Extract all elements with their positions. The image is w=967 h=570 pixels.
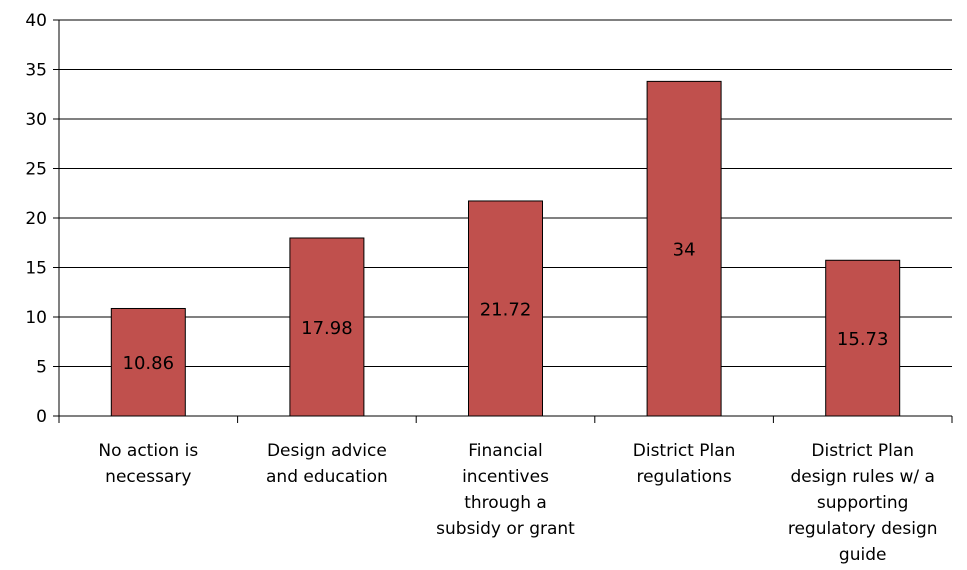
- y-tick-label: 10: [25, 308, 47, 328]
- y-tick-label: 0: [36, 407, 47, 427]
- data-label: 17.98: [301, 318, 353, 339]
- data-label: 10.86: [123, 353, 175, 374]
- data-label: 34: [673, 240, 696, 261]
- data-label: 15.73: [837, 329, 889, 350]
- bar: [646, 80, 722, 417]
- y-tick-label: 5: [36, 358, 47, 378]
- x-category-label: Design advice and education: [266, 441, 388, 487]
- bar: [468, 200, 543, 417]
- data-labels: 10.86 17.98 21.72 34 15.73: [123, 240, 889, 375]
- data-label: 21.72: [480, 299, 532, 320]
- y-tick-label: 40: [25, 11, 47, 31]
- y-tick-label: 30: [25, 110, 47, 130]
- bar: [289, 237, 365, 417]
- y-tick-label: 20: [25, 209, 47, 229]
- axes: [53, 19, 953, 423]
- y-tick-label: 25: [25, 160, 47, 180]
- y-tick-label: 35: [25, 61, 47, 81]
- y-tick-label: 15: [25, 259, 47, 279]
- y-tick-labels: 0 5 10 15 20 25 30 35 40: [25, 11, 47, 427]
- x-category-label: No action is necessary: [98, 441, 198, 487]
- bars: [110, 80, 901, 417]
- bar: [110, 307, 186, 417]
- bar: [825, 259, 901, 417]
- x-category-label: Financial incentives through a subsidy or g…: [436, 441, 575, 539]
- x-category-label: District Plan design rules w/ a supporting…: [788, 441, 938, 565]
- x-category-labels: No action is necessary Design advice and ed…: [98, 441, 937, 565]
- x-category-label: District Plan regulations: [633, 441, 736, 487]
